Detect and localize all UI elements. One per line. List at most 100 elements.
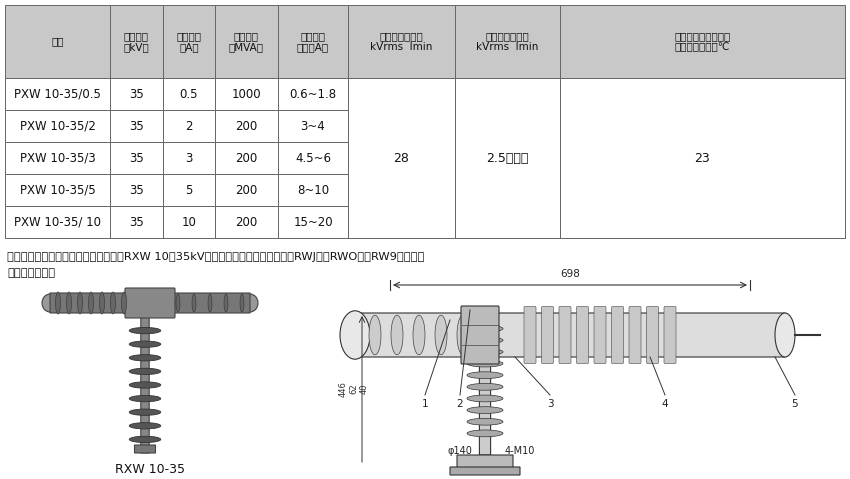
Text: 4: 4 [661, 399, 668, 409]
FancyBboxPatch shape [355, 313, 785, 357]
Text: 4.5~6: 4.5~6 [295, 151, 331, 164]
Ellipse shape [129, 409, 161, 415]
Ellipse shape [176, 294, 180, 312]
Ellipse shape [129, 354, 161, 361]
FancyBboxPatch shape [174, 293, 250, 313]
Bar [348, 142, 455, 174]
Text: 35: 35 [129, 119, 144, 133]
Text: 2: 2 [185, 119, 193, 133]
Bar [5, 78, 110, 110]
Text: 8~10: 8~10 [297, 183, 329, 196]
Bar [560, 142, 845, 174]
FancyBboxPatch shape [611, 307, 624, 364]
Bar [278, 174, 348, 206]
Text: 200: 200 [235, 119, 258, 133]
Bar [110, 5, 163, 78]
Text: 0.5: 0.5 [179, 88, 198, 101]
Bar [215, 206, 278, 238]
Bar [110, 110, 163, 142]
Bar [278, 142, 348, 174]
Bar [348, 78, 455, 238]
Text: 3~4: 3~4 [301, 119, 326, 133]
Ellipse shape [242, 294, 258, 312]
Bar [5, 110, 110, 142]
Ellipse shape [192, 294, 196, 312]
Text: PXW 10-35/5: PXW 10-35/5 [20, 183, 95, 196]
Text: 额定电压
（kV）: 额定电压 （kV） [123, 31, 150, 52]
Text: PXW 10-35/ 10: PXW 10-35/ 10 [14, 216, 101, 228]
Text: 200: 200 [235, 151, 258, 164]
FancyBboxPatch shape [134, 445, 156, 453]
Ellipse shape [467, 360, 503, 367]
Text: 工频湿耗受电压
kVrms  lmin: 工频湿耗受电压 kVrms lmin [476, 31, 539, 52]
Ellipse shape [129, 382, 161, 388]
Ellipse shape [413, 315, 425, 355]
Bar [455, 174, 560, 206]
Ellipse shape [467, 383, 503, 390]
Bar [278, 78, 348, 110]
Text: PXW 10-35/0.5: PXW 10-35/0.5 [14, 88, 101, 101]
Bar [455, 78, 560, 110]
Bar [348, 110, 455, 142]
Text: 开断电流
（MVA）: 开断电流 （MVA） [229, 31, 264, 52]
Ellipse shape [129, 422, 161, 429]
Text: 型号: 型号 [51, 36, 64, 46]
Bar [278, 110, 348, 142]
Bar [215, 5, 278, 78]
Ellipse shape [129, 368, 161, 375]
FancyBboxPatch shape [125, 288, 175, 318]
Ellipse shape [457, 315, 469, 355]
FancyBboxPatch shape [647, 307, 659, 364]
Bar [348, 5, 455, 78]
Ellipse shape [775, 313, 795, 357]
Text: 1000: 1000 [232, 88, 261, 101]
Ellipse shape [467, 418, 503, 425]
Bar [455, 5, 560, 78]
Bar [110, 174, 163, 206]
FancyBboxPatch shape [541, 307, 553, 364]
Text: 0.6~1.8: 0.6~1.8 [290, 88, 337, 101]
Text: 注：由于各外生产企业的定义有出入，RXW 10型35kV产品同，有的生产企业也标为RWJ型，RWO型或RW9型等，但: 注：由于各外生产企业的定义有出入，RXW 10型35kV产品同，有的生产企业也标… [7, 252, 424, 262]
FancyBboxPatch shape [450, 467, 520, 475]
Ellipse shape [467, 395, 503, 402]
Ellipse shape [467, 372, 503, 378]
Text: 1: 1 [422, 399, 428, 409]
Bar [455, 206, 560, 238]
Bar [215, 142, 278, 174]
Text: 35: 35 [129, 88, 144, 101]
Bar [560, 174, 845, 206]
Bar [560, 78, 845, 238]
Bar [110, 78, 163, 110]
Bar [455, 110, 560, 142]
Bar [163, 110, 215, 142]
Text: 28: 28 [394, 151, 410, 164]
Text: 35: 35 [129, 183, 144, 196]
Text: 23: 23 [694, 151, 711, 164]
Ellipse shape [129, 436, 161, 443]
FancyBboxPatch shape [479, 307, 490, 455]
Ellipse shape [479, 315, 491, 355]
Ellipse shape [435, 315, 447, 355]
Text: 200: 200 [235, 183, 258, 196]
Ellipse shape [340, 311, 370, 359]
Ellipse shape [467, 337, 503, 343]
Bar [5, 174, 110, 206]
Bar [215, 110, 278, 142]
Ellipse shape [129, 396, 161, 402]
Bar [215, 174, 278, 206]
FancyBboxPatch shape [664, 307, 676, 364]
Ellipse shape [467, 430, 503, 437]
Ellipse shape [42, 294, 58, 312]
Text: 35: 35 [129, 216, 144, 228]
Ellipse shape [129, 328, 161, 334]
Text: 10: 10 [182, 216, 196, 228]
Text: 5: 5 [185, 183, 193, 196]
Text: φ140: φ140 [448, 446, 473, 456]
Bar [560, 110, 845, 142]
Text: 446
62
40: 446 62 40 [339, 381, 369, 397]
Ellipse shape [467, 325, 503, 332]
FancyBboxPatch shape [524, 307, 536, 364]
Bar [278, 5, 348, 78]
Bar [455, 142, 560, 174]
Text: PXW 10-35/3: PXW 10-35/3 [20, 151, 95, 164]
